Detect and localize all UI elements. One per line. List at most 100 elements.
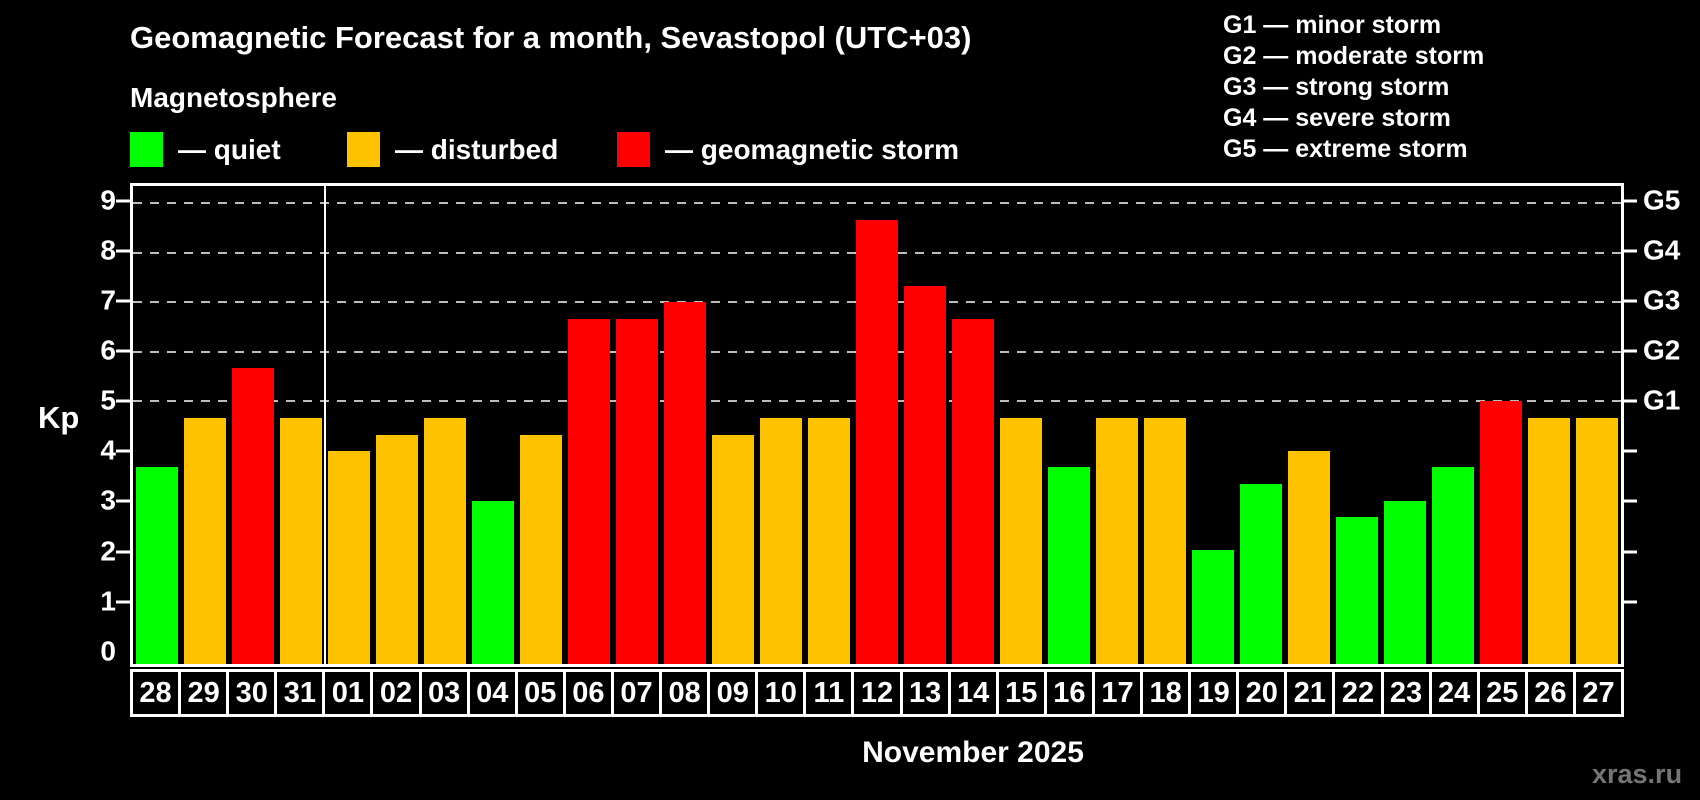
bar-slot-26 — [1525, 186, 1573, 664]
date-cell-31: 31 — [277, 672, 323, 714]
bar-slot-08 — [661, 186, 709, 664]
g-legend-line-g4: G4 — severe storm — [1223, 104, 1451, 132]
y-axis-tick-4 — [116, 449, 130, 453]
quiet-color-swatch — [130, 132, 163, 167]
date-cell-21: 21 — [1287, 672, 1333, 714]
kp-bar-08 — [663, 302, 707, 664]
date-cell-10: 10 — [758, 672, 804, 714]
month-label: November 2025 — [862, 736, 1084, 769]
y-axis-tick-5 — [116, 399, 130, 403]
legend-item-storm: — geomagnetic storm — [617, 131, 959, 168]
kp-bar-07 — [615, 318, 659, 664]
kp-bar-13 — [903, 286, 947, 664]
right-axis-tick-7 — [1624, 299, 1637, 303]
kp-bar-11 — [807, 417, 851, 664]
date-cell-18: 18 — [1143, 672, 1189, 714]
bar-slot-22 — [1333, 186, 1381, 664]
date-cell-01: 01 — [325, 672, 371, 714]
kp-bar-14 — [951, 318, 995, 664]
disturbed-color-swatch — [347, 132, 380, 167]
date-cell-20: 20 — [1239, 672, 1285, 714]
date-cell-03: 03 — [421, 672, 467, 714]
kp-bar-27 — [1575, 417, 1619, 664]
bar-slot-28 — [133, 186, 181, 664]
right-axis-tick-1 — [1624, 600, 1637, 604]
g-scale-axis-labels: G5 G4 G3 G2 G1 — [1643, 183, 1700, 667]
right-axis-ticks — [1624, 183, 1637, 667]
gridline-kp9 — [133, 202, 1621, 205]
y-axis-tick-2 — [116, 550, 130, 554]
bar-slot-01 — [325, 186, 373, 664]
y-axis-tick-7 — [116, 299, 130, 303]
bar-slot-10 — [757, 186, 805, 664]
date-cell-12: 12 — [854, 672, 900, 714]
kp-bar-03 — [423, 417, 467, 664]
bars-layer — [133, 186, 1621, 664]
bar-slot-11 — [805, 186, 853, 664]
kp-bar-20 — [1239, 484, 1283, 664]
month-separator-line — [324, 186, 326, 664]
date-cell-16: 16 — [1046, 672, 1092, 714]
kp-bar-10 — [759, 417, 803, 664]
legend-label-disturbed: — disturbed — [395, 133, 559, 165]
y-axis-label-5: 5 — [100, 384, 116, 416]
date-cell-29: 29 — [181, 672, 227, 714]
date-cell-13: 13 — [902, 672, 948, 714]
right-axis-tick-5 — [1624, 399, 1637, 403]
g-scale-label-g2: G2 — [1643, 334, 1681, 366]
y-axis-label-3: 3 — [100, 484, 116, 516]
g-legend-line-g1: G1 — minor storm — [1223, 11, 1442, 39]
y-axis-label-1: 1 — [100, 585, 116, 617]
kp-bar-04 — [471, 500, 515, 664]
y-axis-title-kp: Kp — [38, 400, 80, 435]
g-legend-line-g2: G2 — moderate storm — [1223, 42, 1485, 70]
y-axis-label-9: 9 — [100, 183, 116, 215]
bar-slot-12 — [853, 186, 901, 664]
y-axis-label-7: 7 — [100, 284, 116, 316]
date-cell-15: 15 — [998, 672, 1044, 714]
g-scale-legend: G1 — minor storm G2 — moderate storm G3 … — [1223, 10, 1484, 165]
date-cell-23: 23 — [1383, 672, 1429, 714]
date-cell-27: 27 — [1575, 672, 1621, 714]
bar-slot-07 — [613, 186, 661, 664]
kp-bar-21 — [1287, 451, 1331, 664]
bar-slot-21 — [1285, 186, 1333, 664]
bar-slot-20 — [1237, 186, 1285, 664]
bar-slot-14 — [949, 186, 997, 664]
bar-slot-15 — [997, 186, 1045, 664]
kp-bar-31 — [279, 417, 323, 664]
bar-slot-03 — [421, 186, 469, 664]
kp-bar-01 — [327, 451, 371, 664]
kp-bar-22 — [1335, 516, 1379, 664]
page-title: Geomagnetic Forecast for a month, Sevast… — [130, 20, 972, 55]
date-cell-24: 24 — [1431, 672, 1477, 714]
bar-slot-05 — [517, 186, 565, 664]
bar-slot-04 — [469, 186, 517, 664]
date-cell-14: 14 — [950, 672, 996, 714]
date-cell-04: 04 — [469, 672, 515, 714]
bar-slot-24 — [1429, 186, 1477, 664]
subtitle-magnetosphere: Magnetosphere — [130, 82, 337, 113]
kp-bar-25 — [1479, 401, 1523, 664]
bar-slot-16 — [1045, 186, 1093, 664]
plot-area — [130, 183, 1624, 667]
kp-bar-30 — [231, 368, 275, 664]
g-scale-label-g5: G5 — [1643, 183, 1681, 215]
y-axis-label-0: 0 — [100, 635, 116, 667]
date-axis: 28 29 30 31 01 02 03 04 05 06 07 08 09 10 11 12 13 14 15 16… — [130, 669, 1624, 717]
legend-label-quiet: — quiet — [178, 133, 281, 165]
g-scale-label-g1: G1 — [1643, 384, 1681, 416]
date-cell-11: 11 — [806, 672, 852, 714]
legend-item-disturbed: — disturbed — [347, 131, 558, 168]
right-axis-tick-2 — [1624, 550, 1637, 554]
kp-bar-17 — [1095, 417, 1139, 664]
g-scale-label-g3: G3 — [1643, 284, 1681, 316]
date-cell-02: 02 — [373, 672, 419, 714]
storm-color-swatch — [617, 132, 650, 167]
y-axis-tick-8 — [116, 249, 130, 253]
legend-label-storm: — geomagnetic storm — [665, 133, 960, 165]
y-axis-label-4: 4 — [100, 434, 116, 466]
kp-bar-23 — [1383, 500, 1427, 664]
date-cell-28: 28 — [133, 672, 179, 714]
